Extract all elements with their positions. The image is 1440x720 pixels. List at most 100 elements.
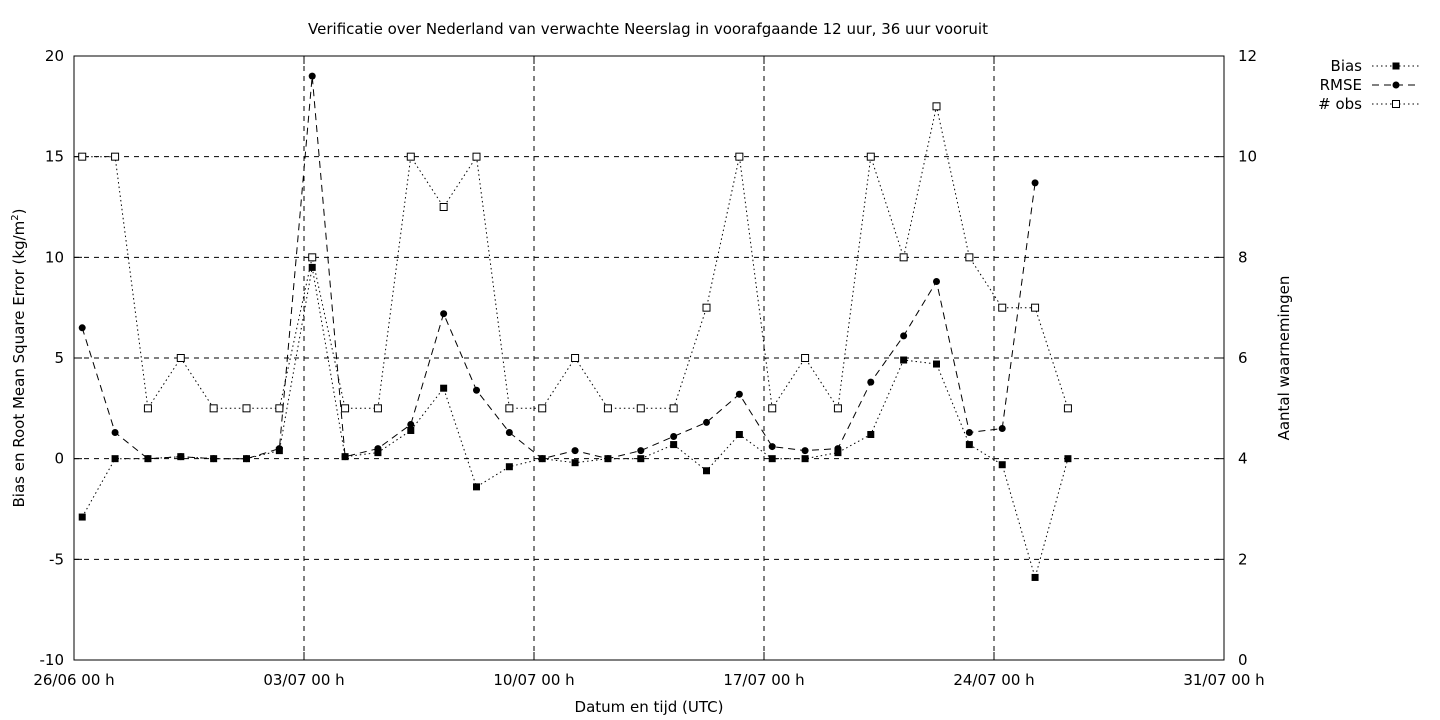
data-point-rmse	[308, 72, 316, 80]
data-point-rmse	[111, 428, 119, 436]
data-point-bias	[407, 426, 415, 434]
x-tick-label: 24/07 00 h	[953, 671, 1034, 689]
legend-marker-rmse	[1392, 81, 1400, 89]
data-point-rmse	[735, 390, 743, 398]
data-point-rmse	[998, 424, 1006, 432]
data-point-bias	[703, 467, 710, 475]
y-axis-left: -10 -5 0 5 10 15 20	[40, 47, 82, 669]
y-tick-label: 5	[54, 349, 64, 367]
data-point-rmse	[834, 445, 842, 453]
data-point-bias	[670, 441, 678, 449]
y-tick-label: -5	[49, 550, 64, 568]
y-tick-label: 15	[45, 148, 64, 166]
x-tick-label: 17/07 00 h	[723, 671, 804, 689]
data-point-obs	[505, 404, 514, 413]
data-point-rmse	[210, 455, 218, 463]
x-tick-label: 26/06 00 h	[33, 671, 114, 689]
series-line-bias	[81, 267, 1069, 580]
y-axis-right: 0 2 4 6 8 10 12	[1216, 47, 1257, 669]
data-point-rmse	[900, 332, 908, 340]
data-point-obs	[472, 152, 481, 161]
data-point-bias	[867, 431, 875, 439]
legend-marker-bias	[1392, 62, 1400, 70]
y2-tick-label: 8	[1238, 248, 1248, 266]
data-point-obs	[801, 354, 810, 362]
data-point-obs	[669, 404, 678, 413]
data-point-bias	[637, 455, 645, 463]
data-point-obs	[1063, 404, 1072, 413]
data-point-bias	[801, 455, 809, 463]
data-point-rmse	[440, 310, 448, 318]
data-point-obs	[275, 404, 284, 413]
x-axis-label: Datum en tijd (UTC)	[575, 698, 724, 716]
y-axis-label: Bias en Root Mean Square Error (kg/m2)	[10, 209, 28, 508]
data-point-obs	[209, 404, 218, 413]
data-point-obs	[341, 404, 350, 413]
chart-title: Verificatie over Nederland van verwachte…	[308, 20, 988, 38]
data-point-rmse	[571, 447, 579, 455]
series-line-rmse	[81, 76, 1036, 460]
y-tick-label: 20	[45, 47, 64, 65]
y2-axis-label: Aantal waarnemingen	[1275, 276, 1293, 441]
series-obs	[78, 102, 1072, 413]
y-tick-label: 10	[45, 248, 64, 266]
data-point-bias	[735, 431, 743, 439]
data-point-bias	[111, 455, 119, 463]
data-point-bias	[571, 459, 579, 467]
data-point-obs	[406, 152, 415, 161]
data-point-bias	[78, 513, 86, 521]
x-tick-label: 10/07 00 h	[493, 671, 574, 689]
data-point-bias	[473, 483, 480, 491]
y2-tick-label: 4	[1238, 450, 1248, 468]
data-point-obs	[308, 253, 317, 262]
data-point-rmse	[144, 455, 152, 463]
y2-tick-label: 2	[1238, 550, 1248, 568]
data-point-obs	[768, 404, 777, 413]
data-point-obs	[1031, 303, 1040, 312]
data-point-obs	[571, 354, 580, 362]
data-point-obs	[735, 152, 744, 161]
data-point-rmse	[407, 420, 415, 428]
legend-marker-obs	[1392, 100, 1400, 108]
data-point-obs	[702, 303, 711, 312]
x-tick-label: 31/07 00 h	[1183, 671, 1264, 689]
data-point-obs	[932, 102, 941, 111]
data-point-bias	[440, 384, 448, 392]
data-point-rmse	[505, 428, 513, 436]
data-point-rmse	[473, 386, 480, 394]
data-point-obs	[998, 303, 1007, 312]
data-point-obs	[439, 203, 448, 211]
legend-label-obs: # obs	[1318, 95, 1362, 113]
data-point-obs	[833, 404, 842, 413]
data-point-rmse	[1031, 179, 1039, 187]
data-point-rmse	[177, 453, 185, 461]
data-point-rmse	[78, 324, 86, 332]
series-layer	[78, 72, 1072, 581]
legend-label-bias: Bias	[1331, 57, 1363, 75]
data-point-bias	[1031, 573, 1039, 581]
y2-tick-label: 12	[1238, 47, 1257, 65]
data-point-rmse	[670, 433, 678, 441]
data-point-bias	[768, 455, 776, 463]
data-point-obs	[242, 404, 251, 413]
data-point-bias	[965, 441, 973, 449]
data-point-rmse	[768, 443, 776, 451]
data-point-rmse	[604, 455, 612, 463]
data-point-bias	[505, 463, 513, 471]
y-tick-label: -10	[40, 651, 65, 669]
series-rmse	[78, 72, 1039, 463]
x-axis: 26/06 00 h 03/07 00 h 10/07 00 h 17/07 00 h…	[33, 56, 1265, 689]
x-tick-label: 03/07 00 h	[263, 671, 344, 689]
data-point-rmse	[538, 455, 546, 463]
y-tick-label: 0	[54, 450, 64, 468]
data-point-bias	[374, 449, 382, 457]
data-point-obs	[636, 404, 645, 413]
data-point-rmse	[275, 445, 283, 453]
series-bias	[78, 263, 1072, 581]
data-point-obs	[965, 253, 974, 262]
data-point-bias	[998, 461, 1006, 469]
data-point-obs	[373, 404, 382, 413]
data-point-obs	[143, 404, 152, 413]
